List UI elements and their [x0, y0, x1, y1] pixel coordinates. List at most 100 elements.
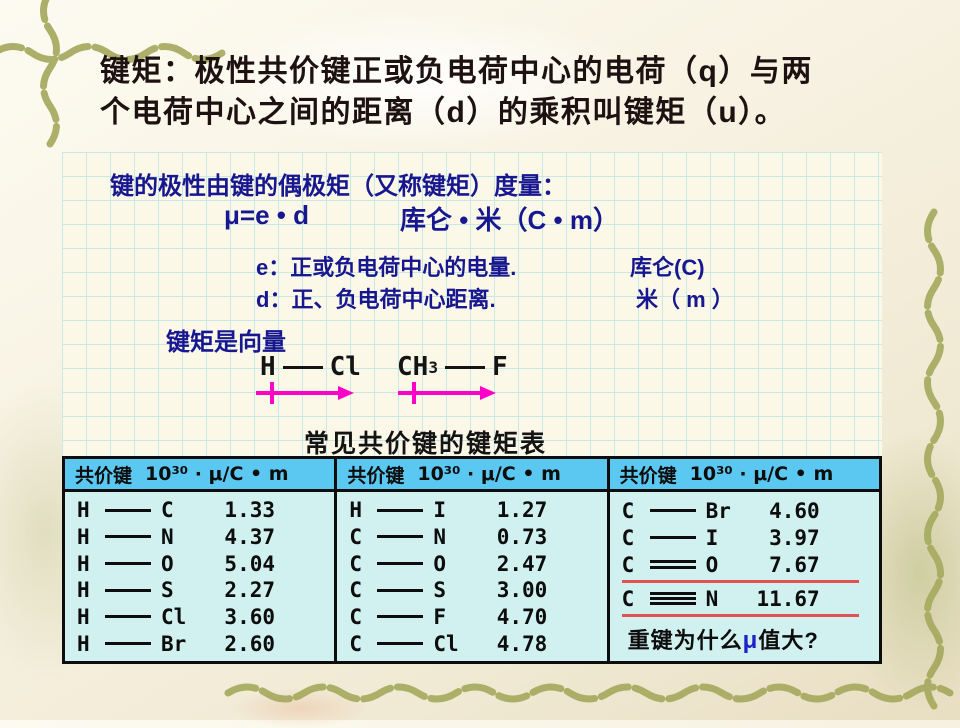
header-name: 共价键	[347, 465, 405, 487]
bond-moment-value: 1.27	[496, 498, 548, 523]
bond-moment-value: 0.73	[496, 524, 548, 549]
question-post: 值大?	[758, 628, 819, 653]
atom-1: C	[349, 604, 362, 629]
subscript-3: 3	[428, 357, 439, 377]
bond-line	[649, 536, 696, 539]
atom-1: C	[621, 552, 635, 577]
bond-line	[105, 642, 151, 646]
atom-2: F	[492, 352, 508, 382]
bond-line	[105, 508, 151, 512]
d-unit: 米（ m ）	[636, 287, 734, 312]
red-underline	[621, 580, 859, 583]
bond-moment-value: 2.47	[496, 551, 548, 576]
table-row: H I 1.27	[349, 498, 602, 523]
atom-2: N	[433, 524, 446, 549]
table-column-2: 共价键 10³⁰ · μ/C • m H I 1.27 C N 0.73 C O 2.47 …	[337, 459, 610, 661]
table-row: C S 3.00	[349, 578, 602, 603]
atom-1: H	[260, 352, 276, 382]
table-column-1: 共价键 10³⁰ · μ/C • m H C 1.33 H N 4.37 H O 5.04 …	[65, 459, 338, 661]
atom-1: C	[349, 578, 362, 603]
squiggle-right-vertical	[924, 208, 944, 710]
bond-moment-value: 1.33	[224, 498, 275, 523]
bond-moment-value: 4.70	[496, 604, 548, 629]
atom-2: Cl	[433, 631, 459, 656]
atom-1: H	[77, 524, 90, 549]
bond-line	[105, 535, 151, 539]
table-row: H Br 2.60	[77, 631, 330, 656]
single-bond-line	[282, 365, 323, 369]
bond-moment-value: 3.97	[769, 525, 820, 550]
bond-moment-value: 7.67	[769, 552, 820, 577]
dipole-arrow-icon	[256, 382, 354, 404]
atom-2: O	[161, 551, 174, 576]
column-header: 共价键 10³⁰ · μ/C • m	[609, 459, 879, 492]
header-unit: 10³⁰ · μ/C • m	[145, 463, 289, 485]
table-row: H O 5.04	[77, 551, 330, 576]
header-name: 共价键	[75, 465, 133, 487]
header-unit: 10³⁰ · μ/C • m	[417, 463, 561, 485]
atom-1: H	[77, 578, 90, 603]
bond-line	[649, 509, 696, 512]
bond-moment-value: 4.60	[769, 498, 820, 523]
table-row: C O 7.67	[622, 552, 875, 577]
atom-2: Cl	[161, 604, 187, 629]
column-body: H C 1.33 H N 4.37 H O 5.04 H S 2.27 H Cl 3.60 H Br 2…	[65, 492, 334, 661]
table-row: C I 3.97	[622, 525, 875, 550]
squiggle-bottom	[224, 683, 954, 703]
table-column-3: 共价键 10³⁰ · μ/C • m C Br 4.60 C I 3.97 C O 7.67…	[609, 459, 879, 661]
mu-symbol: μ	[742, 627, 759, 654]
atom-1: C	[349, 524, 362, 549]
atom-2: C	[161, 498, 174, 523]
bond-moment-value: 2.27	[224, 578, 275, 603]
double-bond-line	[649, 560, 696, 569]
atom-1: C	[621, 498, 635, 523]
bond-line	[377, 508, 424, 512]
table-row: H N 4.37	[77, 524, 330, 549]
atom-1: H	[77, 551, 90, 576]
e-unit: 库仑(C)	[630, 255, 705, 280]
table-row: H S 2.27	[77, 578, 330, 603]
atom-1: H	[77, 604, 90, 629]
bond-line	[377, 642, 424, 646]
atom-1: H	[77, 631, 90, 656]
atom-2: N	[705, 586, 719, 611]
table-row: C Cl 4.78	[349, 631, 602, 656]
bond-line	[105, 588, 151, 592]
dipole-arrow-icon	[398, 382, 496, 404]
single-bond-line	[445, 365, 486, 369]
column-header: 共价键 10³⁰ · μ/C • m	[65, 459, 335, 492]
bond-line	[105, 615, 151, 619]
atom-2: I	[433, 498, 446, 523]
bond-line	[105, 562, 151, 566]
question-pre: 重键为什么	[627, 628, 743, 653]
atom-2: Br	[161, 631, 187, 656]
atom-2: O	[705, 552, 719, 577]
atom-2: S	[433, 578, 446, 603]
column-body: C Br 4.60 C I 3.97 C O 7.67 C N 11.67 重键为什么μ值大?	[610, 492, 879, 661]
atom-1: C	[621, 525, 635, 550]
atom-2: S	[161, 578, 174, 603]
column-header: 共价键 10³⁰ · μ/C • m	[337, 459, 607, 492]
vector-note: 键矩是向量	[166, 329, 286, 356]
slide-title-line2: 个电荷中心之间的距离（d）的乘积叫键矩（u）。	[100, 95, 787, 129]
grid-content-panel: 键的极性由键的偶极矩（又称键矩）度量： μ=e • d 库仑 • 米（C • m…	[62, 152, 882, 458]
question-text: 重键为什么μ值大?	[622, 620, 875, 656]
bond-moment-value: 11.67	[756, 586, 820, 611]
table-row: C O 2.47	[349, 551, 602, 576]
table-row: C F 4.70	[349, 604, 602, 629]
column-body: H I 1.27 C N 0.73 C O 2.47 C S 3.00 C F 4.70 C Cl 4.…	[337, 492, 606, 661]
atom-1: C	[349, 551, 362, 576]
atom-2: Cl	[329, 352, 361, 382]
atom-1: H	[77, 498, 90, 523]
bond-moment-value: 4.78	[496, 631, 548, 656]
bond-moment-value: 4.37	[224, 524, 275, 549]
triple-bond-line	[649, 597, 696, 600]
table-row: H Cl 3.60	[77, 604, 330, 629]
red-underline	[621, 614, 859, 617]
atom-2: F	[433, 604, 446, 629]
peach-tint	[230, 688, 370, 728]
bond-line	[377, 615, 424, 619]
atom-1: C	[621, 586, 635, 611]
bond-moment-table: 共价键 10³⁰ · μ/C • m H C 1.33 H N 4.37 H O 5.04 …	[62, 456, 882, 664]
slide-title-line1: 键矩：极性共价键正或负电荷中心的电荷（q）与两	[100, 55, 813, 88]
